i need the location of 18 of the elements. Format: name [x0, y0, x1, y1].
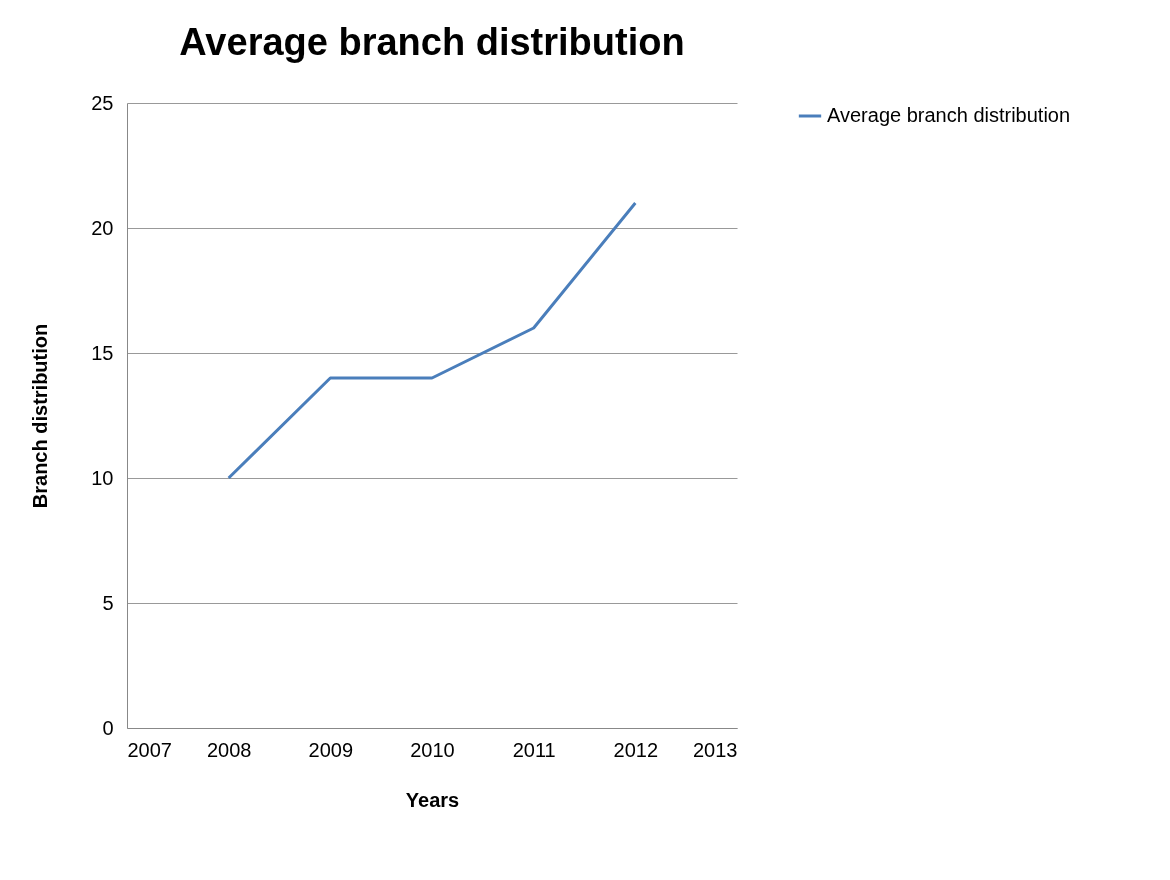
x-tick-label: 2009	[308, 738, 354, 761]
x-tick-label: 2011	[512, 738, 556, 761]
y-tick-label: 10	[91, 466, 114, 489]
y-axis-title: Branch distribution	[29, 323, 52, 509]
y-tick-label: 5	[102, 591, 114, 614]
x-axis-title: Years	[405, 788, 460, 811]
y-tick-label: 25	[91, 91, 114, 114]
line-series	[227, 201, 637, 480]
y-tick-label: 0	[102, 716, 114, 739]
legend-label: Average branch distribution	[827, 104, 1071, 126]
y-tick-label: 15	[91, 341, 114, 364]
x-tick-label: 2012	[613, 738, 659, 761]
x-tick-label: 2013	[693, 738, 738, 761]
y-tick-label: 20	[91, 216, 114, 239]
chart-title: Average branch distribution	[179, 21, 685, 63]
x-tick-label: 2010	[410, 738, 455, 761]
x-tick-label: 2007	[127, 738, 172, 761]
x-tick-label: 2008	[206, 738, 252, 761]
